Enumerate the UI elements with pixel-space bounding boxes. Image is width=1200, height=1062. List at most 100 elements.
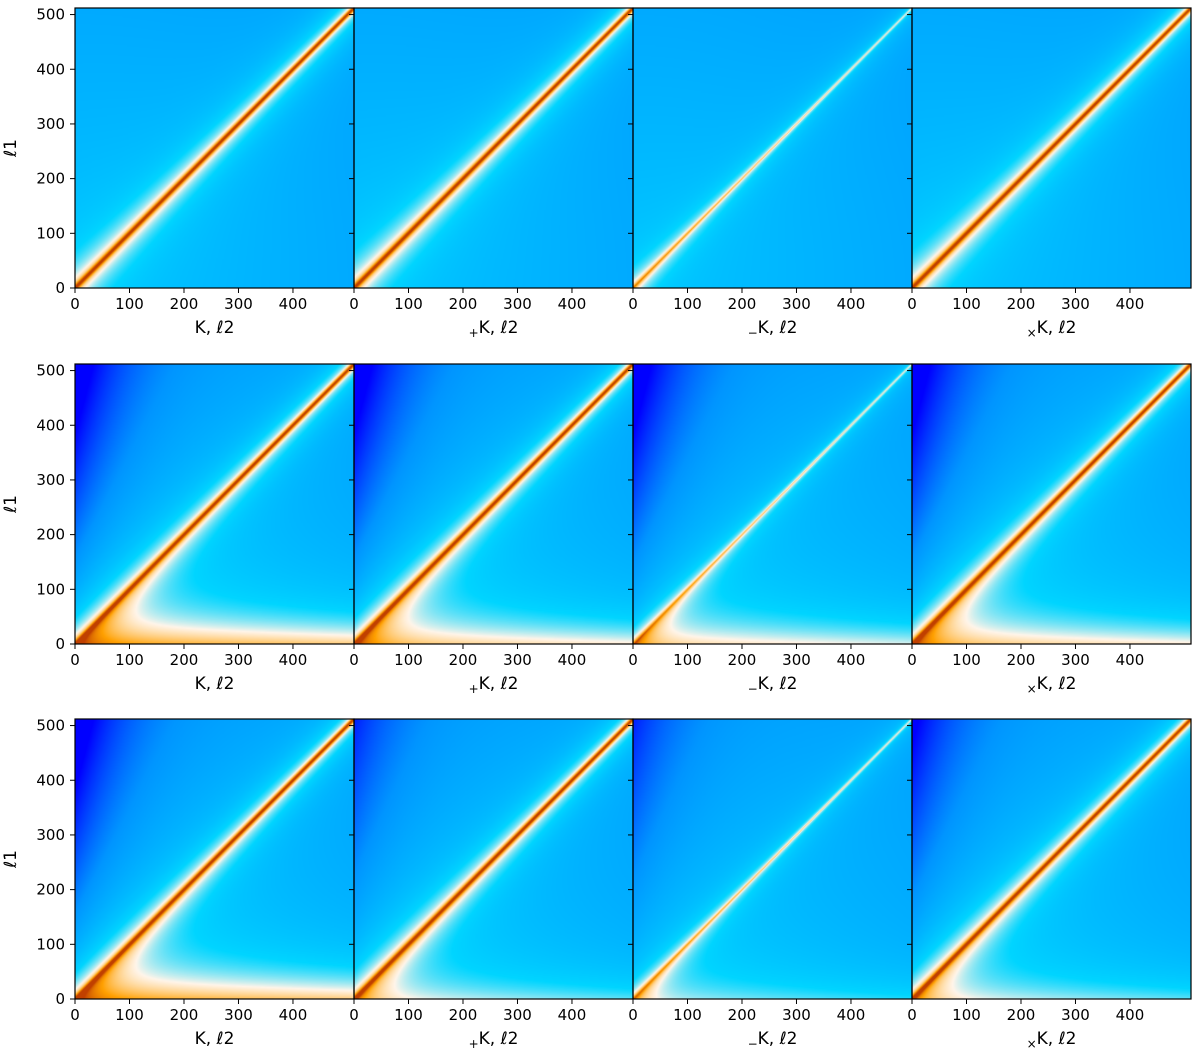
x-axis-label: +K, ℓ2 [469,318,519,340]
y-tick-label: 300 [36,115,65,133]
x-tick-label: 200 [728,651,757,669]
x-tick-label: 300 [224,1006,253,1024]
x-axis-label: K, ℓ2 [195,1029,235,1049]
heatmap-panel-r1-c0 [75,364,354,644]
x-tick-label: 200 [1007,295,1036,313]
x-tick-label: 100 [394,651,423,669]
x-tick-label: 0 [70,651,80,669]
heatmap-panel-r1-c2 [633,364,912,644]
x-axis-label: K, ℓ2 [195,318,235,338]
y-tick-label: 100 [36,580,65,598]
x-tick-label: 200 [449,651,478,669]
x-tick-label: 0 [349,651,359,669]
heatmap-panel-r2-c3 [912,719,1191,999]
y-tick-label: 400 [36,771,65,789]
x-tick-label: 0 [907,651,917,669]
y-tick-label: 200 [36,526,65,544]
x-tick-label: 100 [673,1006,702,1024]
x-tick-label: 300 [224,651,253,669]
y-tick-label: 500 [36,362,65,380]
x-tick-label: 400 [837,295,866,313]
x-tick-label: 300 [1061,295,1090,313]
heatmap-panel-r1-c1 [354,364,633,644]
x-tick-label: 300 [782,295,811,313]
x-tick-label: 400 [279,651,308,669]
x-tick-label: 200 [1007,651,1036,669]
x-tick-label: 300 [782,651,811,669]
heatmap-panel-r2-c2 [633,719,912,999]
x-tick-label: 200 [728,1006,757,1024]
x-tick-label: 200 [170,1006,199,1024]
x-tick-label: 400 [1116,295,1145,313]
y-tick-label: 0 [55,635,65,653]
x-tick-label: 300 [503,1006,532,1024]
y-tick-label: 200 [36,881,65,899]
heatmap-panel-r2-c0 [75,719,354,999]
x-tick-label: 400 [837,651,866,669]
x-tick-label: 400 [558,295,587,313]
x-tick-label: 300 [782,1006,811,1024]
x-axis-label: −K, ℓ2 [748,674,798,696]
y-tick-label: 300 [36,826,65,844]
x-axis-label: +K, ℓ2 [469,1029,519,1051]
panel-frame [911,7,1192,289]
x-tick-label: 0 [70,1006,80,1024]
x-tick-label: 0 [628,1006,638,1024]
x-tick-label: 100 [115,651,144,669]
x-axis-label: −K, ℓ2 [748,1029,798,1051]
x-tick-label: 100 [115,295,144,313]
y-tick-label: 500 [36,6,65,24]
x-tick-label: 400 [558,651,587,669]
x-axis-label: ×K, ℓ2 [1027,674,1077,696]
panels-layer [75,8,1191,999]
y-tick-label: 300 [36,471,65,489]
x-tick-label: 300 [224,295,253,313]
x-axis-label: +K, ℓ2 [469,674,519,696]
axes-layer: 0 100 200 300 400 0 100 200 300 400 500 K, ℓ2 0 100 20… [1,6,1192,1051]
x-tick-label: 100 [115,1006,144,1024]
x-tick-label: 100 [673,651,702,669]
x-tick-label: 100 [394,295,423,313]
y-tick-label: 200 [36,170,65,188]
x-tick-label: 300 [503,295,532,313]
x-tick-label: 200 [728,295,757,313]
x-tick-label: 200 [449,1006,478,1024]
y-tick-label: 500 [36,717,65,735]
y-tick-label: 100 [36,224,65,242]
x-tick-label: 0 [70,295,80,313]
x-tick-label: 300 [1061,651,1090,669]
heatmap-panel-r0-c2 [633,8,912,288]
y-tick-label: 400 [36,60,65,78]
heatmap-panel-r0-c0 [75,8,354,288]
x-axis-label: K, ℓ2 [195,674,235,694]
heatmap-panel-r0-c1 [354,8,633,288]
y-tick-label: 0 [55,279,65,297]
x-tick-label: 300 [503,651,532,669]
x-tick-label: 400 [279,1006,308,1024]
x-tick-label: 400 [558,1006,587,1024]
x-axis-label: −K, ℓ2 [748,318,798,340]
x-tick-label: 0 [907,1006,917,1024]
x-tick-label: 400 [837,1006,866,1024]
x-axis-label: ×K, ℓ2 [1027,1029,1077,1051]
y-tick-label: 0 [55,990,65,1008]
x-tick-label: 0 [907,295,917,313]
y-axis-label: ℓ1 [1,139,21,158]
panel-frame [911,363,1192,645]
x-tick-label: 100 [952,651,981,669]
x-tick-label: 0 [349,295,359,313]
x-tick-label: 200 [170,295,199,313]
x-tick-label: 400 [279,295,308,313]
x-tick-label: 0 [628,651,638,669]
x-tick-label: 100 [952,295,981,313]
x-tick-label: 0 [349,1006,359,1024]
x-tick-label: 200 [170,651,199,669]
x-tick-label: 100 [394,1006,423,1024]
x-tick-label: 100 [673,295,702,313]
heatmap-panel-r1-c3 [912,364,1191,644]
x-tick-label: 0 [628,295,638,313]
x-tick-label: 300 [1061,1006,1090,1024]
x-tick-label: 200 [449,295,478,313]
y-tick-label: 100 [36,935,65,953]
